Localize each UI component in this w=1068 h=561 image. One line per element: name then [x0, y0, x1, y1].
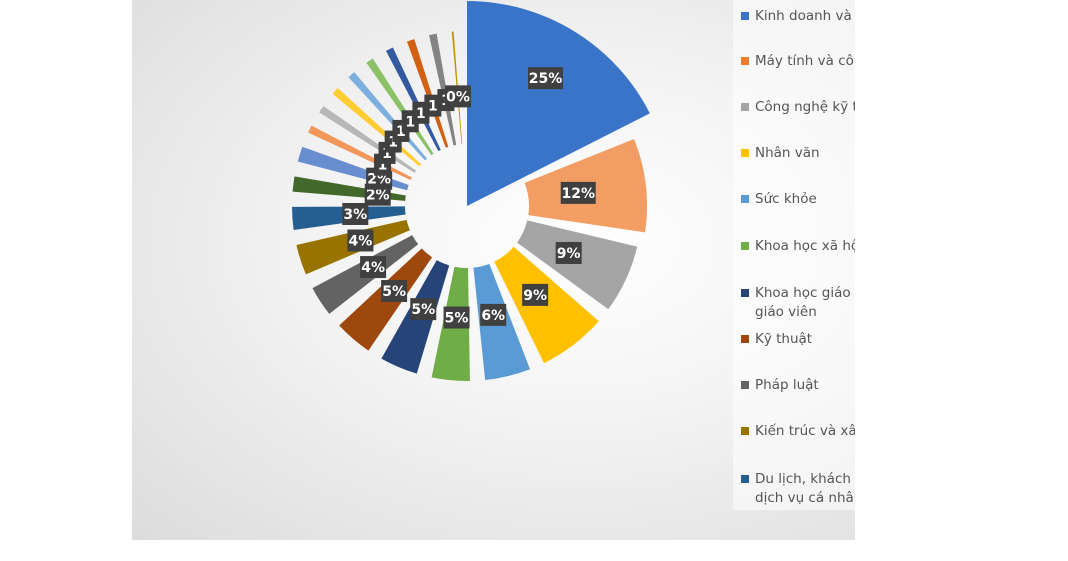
data-label-text: 3% [343, 207, 367, 223]
legend-label: Sức khỏe [755, 191, 817, 207]
legend-label: Công nghệ kỹ thuật [755, 99, 855, 115]
legend-swatch [741, 103, 749, 111]
data-label: 25% [528, 67, 564, 90]
legend-label: Pháp luật [755, 377, 819, 393]
data-label-box [555, 241, 582, 264]
legend-label: Khoa học giáo dục và đào tạo giáo viên [755, 285, 855, 320]
data-label-text: 5% [382, 284, 406, 300]
pie-chart: 25%12%9%9%6%5%5%5%4%4%3%2%2%111111110% [292, 1, 650, 381]
legend-swatch [741, 335, 749, 343]
legend-swatch [741, 12, 749, 20]
legend-swatch [741, 57, 749, 65]
legend-label: Du lịch, khách sạn, thể thao và dịch vụ … [755, 471, 855, 506]
legend-label: Nhân văn [755, 145, 820, 161]
data-label-text: 4% [361, 260, 385, 276]
pie-slice [517, 220, 638, 310]
legend-swatch [741, 381, 749, 389]
data-label-box [347, 229, 374, 252]
data-label-text: 12% [561, 186, 595, 202]
legend-item: Khoa học xã hội và hành vi [741, 237, 855, 256]
data-label-box [360, 256, 387, 279]
legend-label: Kiến trúc và xây dựng [755, 423, 855, 439]
legend-item: Máy tính và công nghệ thông tin [741, 52, 855, 71]
data-label: 4% [360, 256, 387, 279]
pie-slice [467, 1, 650, 206]
data-label: 5% [410, 298, 437, 321]
data-label: 1 [424, 94, 442, 117]
data-label-text: 6% [481, 308, 505, 324]
chart-area: 25%12%9%9%6%5%5%5%4%4%3%2%2%111111110% K… [132, 0, 855, 540]
data-label-text: 1 [388, 135, 398, 151]
data-label-text: 5% [445, 311, 469, 327]
data-label-text: 1 [405, 114, 415, 130]
data-label-box [522, 283, 549, 306]
data-label-text: 0% [446, 89, 470, 105]
data-label-text: 1 [416, 106, 426, 122]
legend-label: Kinh doanh và quản lý [755, 8, 855, 24]
data-label: 3% [342, 202, 369, 225]
data-label-text: 2% [366, 188, 390, 204]
legend-item: Kinh doanh và quản lý [741, 7, 855, 26]
legend-item: Khoa học giáo dục và đào tạo giáo viên [741, 284, 855, 322]
pie-slice [385, 47, 441, 152]
data-label-box [480, 303, 507, 326]
legend-item: Pháp luật [741, 376, 855, 395]
legend-swatch [741, 289, 749, 297]
data-label-text: 1 [378, 158, 388, 174]
data-label: 5% [443, 306, 470, 329]
chart-legend: Kinh doanh và quản lý Máy tính và công ng… [733, 0, 855, 510]
data-label-box [342, 202, 369, 225]
legend-label: Kỹ thuật [755, 331, 813, 347]
legend-swatch [741, 242, 749, 250]
data-label: 9% [555, 241, 582, 264]
data-label-text: 25% [529, 71, 563, 87]
data-label: 12% [560, 181, 596, 204]
pie-slice [407, 39, 449, 148]
legend-label: Khoa học xã hội và hành vi [755, 238, 855, 254]
data-label-box [444, 85, 471, 108]
legend-swatch [741, 149, 749, 157]
legend-swatch [741, 427, 749, 435]
data-label-box [424, 94, 442, 117]
data-label-text: 1 [396, 124, 406, 140]
data-label-text: 9% [523, 288, 547, 304]
legend-swatch [741, 475, 749, 483]
data-label: 5% [381, 280, 408, 303]
data-label-box [528, 67, 564, 90]
data-label-text: 4% [349, 233, 373, 249]
legend-item: Công nghệ kỹ thuật [741, 98, 855, 117]
data-label-box [443, 306, 470, 329]
data-label-text: 1 [428, 99, 438, 115]
legend-item: Sức khỏe [741, 190, 855, 209]
data-label-box [381, 280, 408, 303]
legend-item: Kiến trúc và xây dựng [741, 422, 855, 441]
legend-label: Máy tính và công nghệ thông tin [755, 53, 855, 69]
legend-item: Nhân văn [741, 144, 855, 163]
data-label: 4% [347, 229, 374, 252]
data-label: 6% [480, 303, 507, 326]
data-label-text: 1 [382, 146, 392, 162]
data-label-box [410, 298, 437, 321]
legend-item: Du lịch, khách sạn, thể thao và dịch vụ … [741, 470, 855, 508]
data-label: 0% [444, 85, 471, 108]
legend-swatch [741, 195, 749, 203]
data-label-text: 5% [411, 302, 435, 318]
data-label-text: 9% [557, 246, 581, 262]
data-label: 9% [522, 283, 549, 306]
data-label-box [560, 181, 596, 204]
legend-item: Kỹ thuật [741, 330, 855, 349]
